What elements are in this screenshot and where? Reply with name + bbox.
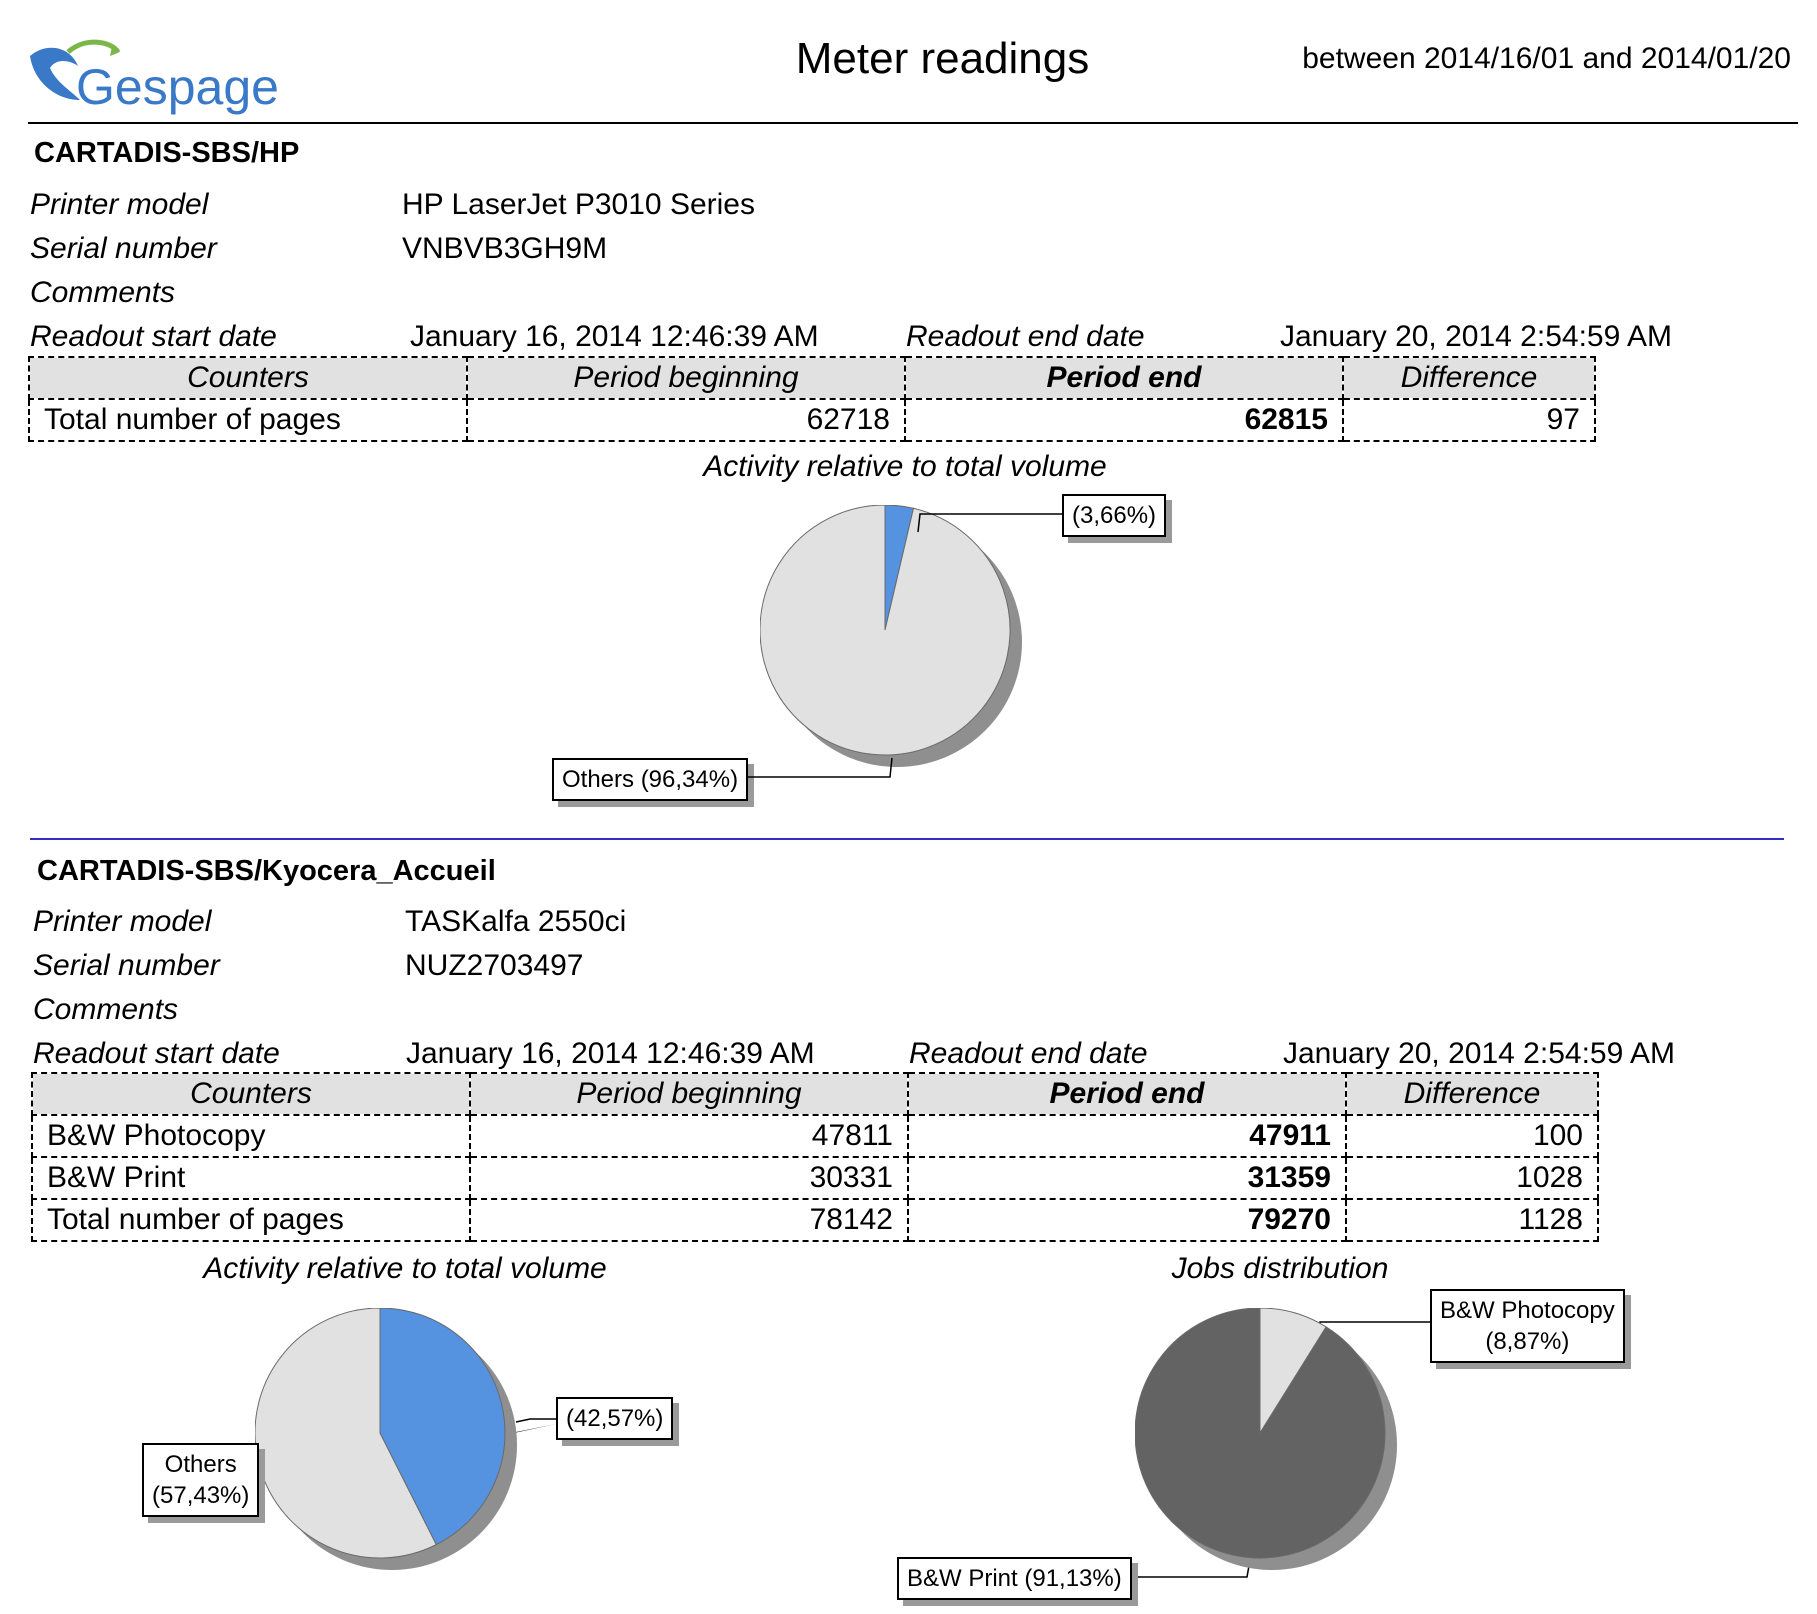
pie-slice-printer — [379, 1308, 506, 1546]
jobs-distribution-pie-chart — [1135, 1308, 1397, 1570]
period-end-value: 62815 — [904, 398, 1344, 442]
chart-title: Activity relative to total volume — [203, 1252, 607, 1285]
counter-name: Total number of pages — [28, 398, 468, 442]
activity-pie-chart — [760, 505, 1022, 767]
period-end-value: 31359 — [907, 1156, 1347, 1200]
report-title: Meter readings — [795, 34, 1090, 83]
pie-label-printer-share: (3,66%) — [1062, 494, 1167, 537]
readout-start-label: Readout start date — [33, 1037, 280, 1070]
gespage-logo: Gespage — [30, 39, 279, 115]
pie-label-others: Others (57,43%) — [142, 1443, 260, 1517]
period-beginning-value: 47811 — [469, 1114, 909, 1158]
header-rule — [28, 122, 1798, 124]
period-beginning-value: 78142 — [469, 1198, 909, 1242]
printer-model-value: HP LaserJet P3010 Series — [402, 188, 755, 221]
column-header-difference: Difference — [1345, 1072, 1599, 1116]
serial-number-label: Serial number — [30, 232, 217, 265]
readout-end-label: Readout end date — [909, 1037, 1148, 1070]
column-header-difference: Difference — [1342, 356, 1596, 400]
serial-number-label: Serial number — [33, 949, 220, 982]
counter-name: B&W Photocopy — [31, 1114, 471, 1158]
table-row: Total number of pages 78142 79270 1128 — [31, 1198, 1599, 1242]
printer-name: CARTADIS-SBS/Kyocera_Accueil — [37, 855, 496, 887]
comments-label: Comments — [33, 993, 179, 1026]
table-row: B&W Photocopy 47811 47911 100 — [31, 1114, 1599, 1158]
table-row: Total number of pages 62718 62815 97 — [28, 398, 1596, 442]
printer-model-label: Printer model — [33, 905, 212, 938]
readout-start-value: January 16, 2014 12:46:39 AM — [410, 320, 819, 353]
readout-start-value: January 16, 2014 12:46:39 AM — [406, 1037, 815, 1070]
pie-slice-others — [760, 505, 1011, 756]
activity-pie-chart — [255, 1308, 517, 1570]
column-header-period-beginning: Period beginning — [469, 1072, 909, 1116]
table-header-row: Counters Period beginning Period end Dif… — [31, 1072, 1599, 1116]
printer-model-label: Printer model — [30, 188, 209, 221]
column-header-period-end: Period end — [907, 1072, 1347, 1116]
logo-leaf-icon — [30, 47, 80, 100]
pie-label-bw-print: B&W Print (91,13%) — [897, 1557, 1132, 1600]
difference-value: 1128 — [1345, 1198, 1599, 1242]
period-beginning-value: 62718 — [466, 398, 906, 442]
chart-title: Activity relative to total volume — [703, 450, 1107, 483]
pie-label-printer-share: (42,57%) — [556, 1397, 674, 1440]
printer-name: CARTADIS-SBS/HP — [34, 137, 300, 169]
printer-model-value: TASKalfa 2550ci — [405, 905, 627, 938]
serial-number-value: VNBVB3GH9M — [402, 232, 608, 265]
period-end-value: 47911 — [907, 1114, 1347, 1158]
section-separator — [30, 838, 1784, 840]
column-header-period-end: Period end — [904, 356, 1344, 400]
difference-value: 100 — [1345, 1114, 1599, 1158]
counters-table: Counters Period beginning Period end Dif… — [28, 356, 1596, 442]
difference-value: 97 — [1342, 398, 1596, 442]
counter-name: Total number of pages — [31, 1198, 471, 1242]
pie-label-bw-photocopy: B&W Photocopy (8,87%) — [1430, 1289, 1625, 1363]
serial-number-value: NUZ2703497 — [405, 949, 584, 982]
column-header-counters: Counters — [31, 1072, 471, 1116]
difference-value: 1028 — [1345, 1156, 1599, 1200]
pie-label-others: Others (96,34%) — [552, 758, 749, 801]
counter-name: B&W Print — [31, 1156, 471, 1200]
date-range: between 2014/16/01 and 2014/01/20 — [1302, 42, 1791, 75]
period-beginning-value: 30331 — [469, 1156, 909, 1200]
readout-end-value: January 20, 2014 2:54:59 AM — [1280, 320, 1672, 353]
readout-end-label: Readout end date — [906, 320, 1145, 353]
column-header-period-beginning: Period beginning — [466, 356, 906, 400]
counters-table: Counters Period beginning Period end Dif… — [31, 1072, 1599, 1242]
period-end-value: 79270 — [907, 1198, 1347, 1242]
pie-slice-b-w-print — [1135, 1308, 1386, 1559]
table-header-row: Counters Period beginning Period end Dif… — [28, 356, 1596, 400]
chart-title: Jobs distribution — [1171, 1252, 1389, 1285]
column-header-counters: Counters — [28, 356, 468, 400]
comments-label: Comments — [30, 276, 176, 309]
readout-start-label: Readout start date — [30, 320, 277, 353]
logo-text: Gespage — [76, 59, 279, 115]
table-row: B&W Print 30331 31359 1028 — [31, 1156, 1599, 1200]
readout-end-value: January 20, 2014 2:54:59 AM — [1283, 1037, 1675, 1070]
